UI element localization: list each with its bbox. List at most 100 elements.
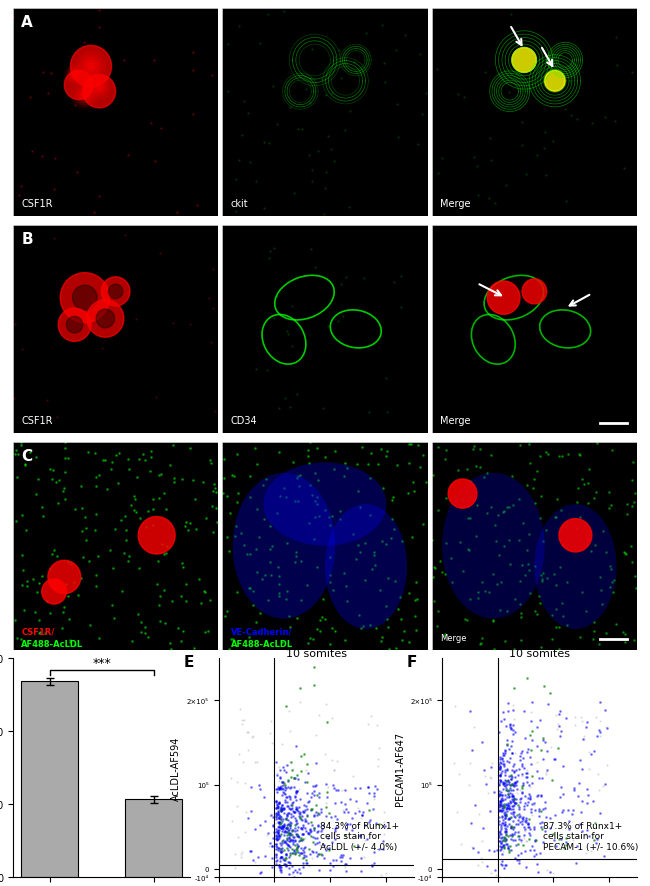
Point	[500, 773, 511, 788]
Polygon shape	[64, 71, 93, 100]
Point	[359, 272, 369, 286]
Point	[276, 850, 287, 864]
Point	[506, 828, 517, 842]
Point	[278, 819, 288, 833]
Point	[285, 834, 296, 848]
Point	[396, 300, 406, 315]
Point	[284, 827, 294, 841]
Title: 10 somites: 10 somites	[509, 648, 570, 657]
Point	[502, 798, 513, 812]
Point	[280, 835, 291, 849]
Point	[502, 782, 512, 797]
Point	[295, 810, 306, 824]
Point	[274, 841, 285, 855]
Point	[519, 828, 529, 842]
Point	[280, 392, 290, 406]
Point	[511, 797, 521, 811]
Point	[280, 780, 291, 794]
Point	[502, 501, 512, 515]
Point	[296, 820, 306, 835]
Point	[263, 594, 274, 608]
Point	[69, 576, 79, 590]
Point	[363, 781, 373, 795]
Point	[498, 803, 508, 817]
Point	[90, 447, 101, 461]
Point	[504, 720, 515, 734]
Point	[296, 831, 306, 845]
Point	[313, 789, 324, 804]
Point	[584, 745, 594, 759]
Point	[272, 781, 282, 796]
Point	[536, 789, 546, 804]
Point	[257, 571, 267, 586]
Point	[80, 511, 90, 525]
Point	[291, 845, 301, 859]
Point	[311, 797, 321, 812]
Point	[315, 624, 325, 638]
Point	[298, 843, 308, 858]
Point	[284, 831, 294, 845]
Point	[283, 328, 293, 342]
Point	[591, 486, 601, 500]
Point	[211, 501, 221, 515]
Point	[183, 524, 193, 538]
Point	[569, 710, 580, 724]
Point	[328, 763, 339, 777]
Point	[274, 795, 285, 809]
Point	[441, 491, 451, 505]
Point	[326, 810, 336, 824]
Point	[64, 635, 75, 649]
Point	[499, 748, 509, 762]
Point	[586, 844, 596, 859]
Point	[595, 583, 606, 597]
Point	[47, 548, 57, 562]
Polygon shape	[70, 70, 80, 81]
Point	[208, 525, 218, 540]
Point	[505, 557, 515, 571]
Point	[507, 799, 517, 813]
Point	[21, 574, 32, 588]
Point	[496, 798, 506, 812]
Point	[327, 711, 337, 726]
Point	[274, 883, 284, 886]
Point	[314, 708, 324, 722]
Point	[298, 851, 308, 865]
Point	[330, 51, 341, 65]
Point	[558, 538, 568, 552]
Point	[562, 618, 573, 633]
Point	[516, 747, 526, 761]
Point	[513, 817, 523, 831]
Point	[469, 720, 479, 734]
Point	[50, 577, 60, 591]
Point	[155, 468, 166, 482]
Point	[494, 825, 504, 839]
Point	[502, 838, 513, 852]
Point	[42, 594, 52, 608]
Point	[276, 804, 287, 818]
Point	[521, 775, 532, 789]
Point	[271, 816, 281, 830]
Point	[363, 803, 374, 817]
Point	[128, 489, 138, 503]
Point	[305, 97, 315, 111]
Point	[482, 859, 492, 873]
Point	[318, 593, 328, 607]
Point	[271, 842, 281, 856]
Point	[294, 809, 305, 823]
Point	[500, 178, 511, 192]
Point	[324, 805, 334, 820]
Point	[279, 857, 289, 871]
Point	[538, 733, 549, 747]
Point	[286, 867, 296, 881]
Point	[283, 789, 294, 803]
Point	[546, 741, 556, 755]
Point	[155, 122, 166, 136]
Point	[518, 812, 528, 827]
Point	[524, 787, 534, 801]
Point	[500, 824, 510, 838]
Point	[629, 633, 639, 647]
Point	[495, 799, 505, 813]
Point	[270, 795, 281, 809]
Point	[235, 847, 246, 861]
Point	[494, 789, 504, 804]
